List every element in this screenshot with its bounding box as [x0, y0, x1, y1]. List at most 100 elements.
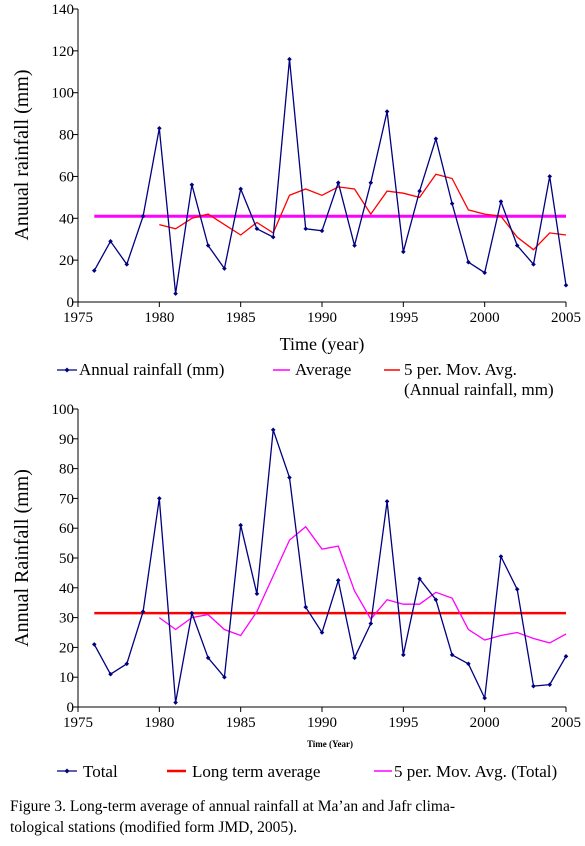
c2-legend-label-total: Total: [83, 762, 118, 781]
c1-y-tick-label: 80: [59, 128, 74, 144]
c2-data-point: [140, 609, 146, 614]
c2-data-point: [417, 576, 422, 582]
c1-y-tick-label: 40: [59, 211, 74, 227]
c2-x-tick-label: 1995: [388, 715, 418, 731]
c1-legend-label-average: Average: [295, 360, 351, 379]
figure-caption: Figure 3. Long-term average of annual ra…: [10, 796, 580, 838]
c1-data-point: [173, 291, 178, 296]
c2-data-point: [173, 700, 178, 705]
c2-data-point: [205, 655, 211, 661]
c1-x-tick-label: 1985: [226, 310, 256, 326]
c2-data-point: [563, 654, 569, 659]
c1-data-point: [108, 239, 113, 244]
c1-data-point: [466, 259, 471, 265]
c2-data-point: [189, 610, 195, 616]
c2-data-point: [303, 604, 309, 610]
c1-series-line-annual-rainfall-mm: [93, 59, 567, 294]
c1-data-point: [368, 180, 374, 186]
c1-data-point: [319, 228, 325, 234]
c1-legend-label-movavg: 5 per. Mov. Avg.: [404, 360, 517, 379]
c1-data-point: [270, 234, 276, 240]
c1-y-tick-label: 120: [52, 44, 75, 60]
c2-data-point: [433, 597, 439, 603]
c2-legend-marker-diamond: [64, 768, 70, 774]
c1-x-tick-label: 1990: [307, 310, 337, 326]
c2-series-line-5-per-mov-avg-total: [158, 525, 567, 644]
c2-data-point: [449, 652, 455, 658]
c2-legend-label-longterm: Long term average: [192, 762, 320, 781]
chart-1-maan: 0 20 40 60 80 100 120 140 1975 1980 1985 1990 1995 2…: [11, 2, 581, 399]
c2-x-tick-label: 1980: [144, 715, 174, 731]
c1-data-point: [531, 262, 536, 267]
c1-data-point: [514, 243, 520, 248]
c2-data-point: [270, 427, 276, 433]
c1-x-tick-label: 1975: [63, 310, 93, 326]
c2-series-line-total: [93, 429, 567, 703]
c2-y-tick-label: 100: [52, 402, 75, 418]
c1-x-axis-title: Time (year): [280, 334, 365, 355]
c2-y-axis-title: Annual Rainfall (mm): [11, 469, 33, 647]
c2-data-point: [352, 655, 357, 661]
c1-data-point: [401, 249, 406, 255]
c1-y-tick-label: 20: [59, 253, 74, 269]
c1-data-point: [157, 125, 162, 131]
c1-x-tick-label: 2000: [470, 310, 500, 326]
c2-y-tick-label: 20: [59, 640, 74, 656]
c1-data-point: [287, 56, 292, 62]
c1-y-tick-label: 0: [67, 295, 75, 311]
c2-y-tick-label: 50: [59, 551, 74, 567]
c1-data-point: [254, 226, 260, 232]
c1-data-point: [433, 136, 439, 142]
c1-legend: Annual rainfall (mm) Average 5 per. Mov.…: [57, 360, 554, 399]
c2-legend: Total Long term average 5 per. Mov. Avg.…: [57, 762, 557, 781]
c2-y-tick-label: 80: [59, 462, 74, 478]
c2-data-point: [287, 475, 292, 480]
c2-data-point: [514, 586, 520, 592]
c2-y-tick-label: 40: [59, 581, 74, 597]
c2-data-point: [368, 621, 374, 626]
c2-data-point: [498, 554, 504, 559]
c2-data-point: [531, 683, 536, 689]
c1-data-point: [417, 188, 422, 194]
chart-2-jafr: 0 10 20 30 40 50 60 70 80 90 100 1975 1980 1985 1990 1…: [11, 402, 581, 781]
c1-data-point: [189, 182, 195, 188]
c1-data-point: [498, 199, 504, 204]
c2-x-tick-label: 1990: [307, 715, 337, 731]
c1-data-point: [384, 109, 390, 114]
c2-data-point: [384, 499, 390, 504]
c2-data-point: [319, 630, 325, 635]
c1-legend-label-movavg-line2: (Annual rainfall, mm): [404, 380, 554, 399]
c2-y-tick-label: 0: [67, 700, 75, 716]
c2-data-point: [254, 591, 260, 597]
c1-data-point: [449, 201, 455, 206]
c2-x-tick-label: 2005: [551, 715, 581, 731]
c1-data-point: [303, 226, 309, 232]
c2-y-tick-label: 60: [59, 521, 74, 537]
c1-x-tick-label: 2005: [551, 310, 581, 326]
c1-data-point: [482, 270, 487, 275]
c2-data-point: [466, 661, 471, 667]
c2-y-tick-label: 10: [59, 670, 74, 686]
c2-x-tick-label: 2000: [470, 715, 500, 731]
c1-data-point: [205, 243, 211, 248]
c2-data-point: [238, 522, 243, 528]
c2-x-tick-label: 1985: [226, 715, 256, 731]
c1-x-tick-label: 1995: [388, 310, 418, 326]
c2-data-point: [401, 652, 406, 658]
c1-legend-label-rainfall: Annual rainfall (mm): [79, 360, 224, 379]
caption-line-1: Figure 3. Long-term average of annual ra…: [10, 798, 456, 815]
c2-data-point: [335, 578, 341, 583]
c1-x-tick-label: 1980: [144, 310, 174, 326]
c1-data-point: [563, 282, 569, 288]
c2-x-tick-label: 1975: [63, 715, 93, 731]
c1-data-point: [91, 268, 97, 273]
c1-data-point: [547, 174, 553, 179]
c1-data-point: [238, 186, 243, 192]
c2-y-tick-label: 70: [59, 491, 74, 507]
c2-y-tick-label: 30: [59, 611, 74, 627]
c2-data-point: [124, 661, 130, 667]
c2-data-point: [91, 642, 97, 647]
c2-x-axis-title: Time (Year): [307, 739, 353, 749]
c1-data-point: [124, 262, 130, 267]
